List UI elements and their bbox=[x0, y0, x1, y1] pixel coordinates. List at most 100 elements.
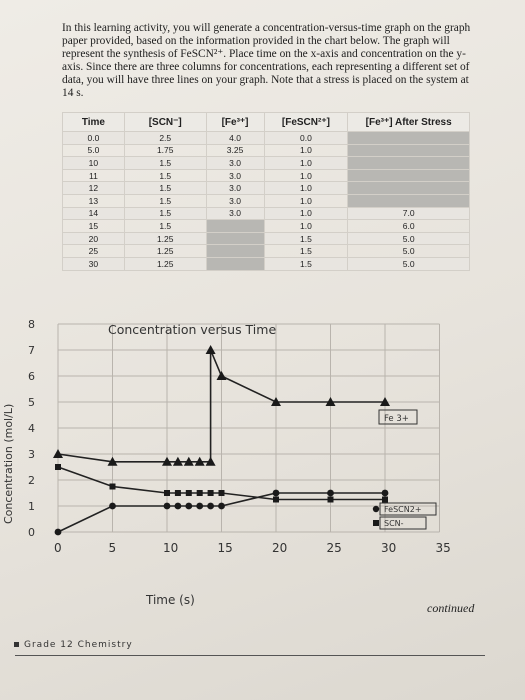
table-header-cell: [SCN⁻] bbox=[123, 112, 207, 132]
data-point bbox=[185, 490, 192, 496]
table-cell bbox=[347, 131, 470, 145]
x-tick-label: 35 bbox=[436, 541, 451, 555]
table-row: 25 1.25 1.5 5.0 bbox=[62, 244, 470, 258]
x-tick-label: 20 bbox=[272, 541, 287, 555]
table-cell: 1.0 bbox=[263, 193, 349, 208]
data-point bbox=[172, 456, 183, 466]
table-row: 0.0 2.5 4.0 0.0 bbox=[62, 131, 470, 145]
data-point bbox=[205, 345, 216, 354]
footer: Grade 12 Chemistry bbox=[14, 640, 133, 650]
data-point bbox=[381, 489, 389, 497]
table-cell: 1.5 bbox=[123, 219, 207, 233]
data-series bbox=[53, 345, 390, 536]
table-cell: 3.25 bbox=[205, 143, 265, 158]
table-row: 5.0 1.75 3.25 1.0 bbox=[62, 143, 470, 158]
table-cell: 12 bbox=[62, 181, 125, 195]
data-point bbox=[162, 456, 172, 466]
y-tick-label: 7 bbox=[28, 344, 35, 357]
y-tick-label: 5 bbox=[28, 396, 35, 409]
table-cell: 1.5 bbox=[123, 193, 207, 208]
table-cell: 1.0 bbox=[263, 219, 349, 233]
x-axis-label: Time (s) bbox=[145, 593, 195, 607]
table-cell: 3.0 bbox=[205, 193, 265, 208]
table-header-cell: [Fe³⁺] bbox=[205, 112, 265, 132]
table-header-cell: [Fe³⁺] After Stress bbox=[347, 112, 470, 132]
data-point bbox=[107, 456, 118, 466]
table-row: 20 1.25 1.5 5.0 bbox=[62, 231, 470, 246]
graph-title: Concentration versus Time bbox=[108, 322, 276, 337]
table-cell: 5.0 bbox=[347, 256, 470, 271]
table-cell: 1.25 bbox=[123, 244, 207, 258]
table-cell: 1.5 bbox=[123, 206, 207, 221]
table-cell: 1.5 bbox=[123, 168, 207, 183]
footer-label: Grade 12 Chemistry bbox=[24, 640, 133, 650]
table-cell: 1.5 bbox=[123, 181, 207, 195]
table-cell bbox=[347, 193, 470, 208]
data-point bbox=[216, 371, 227, 380]
table-row: 11 1.5 3.0 1.0 bbox=[62, 168, 470, 183]
table-cell: 3.0 bbox=[205, 168, 265, 183]
y-tick-label: 2 bbox=[28, 474, 35, 487]
table-cell: 1.0 bbox=[263, 206, 349, 221]
instructions-paragraph: In this learning activity, you will gene… bbox=[62, 22, 471, 99]
table-cell: 1.5 bbox=[123, 156, 207, 170]
data-point bbox=[174, 490, 181, 496]
y-tick-label: 0 bbox=[28, 526, 35, 539]
data-point bbox=[53, 449, 63, 458]
table-header-row: Time [SCN⁻] [Fe³⁺] [FeSCN²⁺] [Fe³⁺] After St… bbox=[62, 112, 470, 132]
table-cell: 13 bbox=[62, 193, 125, 208]
table-cell bbox=[205, 219, 265, 233]
data-point bbox=[164, 490, 170, 496]
legend-label-fe: Fe 3+ bbox=[384, 414, 409, 424]
data-point bbox=[109, 483, 116, 490]
y-tick-label: 3 bbox=[28, 448, 35, 461]
table-cell bbox=[347, 168, 470, 183]
table-cell: 1.0 bbox=[263, 168, 349, 183]
data-point bbox=[325, 397, 336, 406]
table-cell: 1.5 bbox=[263, 256, 349, 271]
legend-label-fescn: FeSCN2+ bbox=[384, 505, 422, 514]
table-cell bbox=[205, 244, 265, 258]
data-point bbox=[55, 464, 61, 470]
table-cell: 14 bbox=[62, 206, 125, 221]
table-cell: 1.5 bbox=[263, 244, 349, 258]
table-cell bbox=[205, 231, 265, 246]
x-tick-label: 5 bbox=[109, 541, 117, 555]
data-point bbox=[273, 496, 279, 503]
table-cell: 0.0 bbox=[263, 131, 349, 145]
data-point bbox=[207, 502, 215, 510]
table-cell: 5.0 bbox=[62, 143, 125, 158]
data-point bbox=[382, 496, 388, 503]
legend-box-scn bbox=[379, 516, 427, 530]
table-row: 10 1.5 3.0 1.0 bbox=[62, 156, 470, 170]
x-tick-label: 25 bbox=[327, 541, 342, 555]
data-point bbox=[271, 397, 281, 406]
legend-marker-fescn bbox=[372, 505, 380, 513]
legend-marker-scn bbox=[373, 520, 379, 526]
data-point bbox=[163, 502, 171, 510]
data-point bbox=[218, 502, 225, 510]
continued-label: continued bbox=[427, 601, 475, 615]
table-cell bbox=[347, 143, 470, 158]
axis-ticks: 0 5 10 15 20 25 30 35 0 1 2 3 4 5 6 7 8 bbox=[28, 318, 451, 555]
table-row: 30 1.25 1.5 5.0 bbox=[62, 256, 470, 271]
legend-label-scn: SCN- bbox=[384, 519, 404, 528]
x-tick-label: 10 bbox=[163, 541, 178, 555]
table-cell: 20 bbox=[62, 231, 125, 246]
table-cell: 3.0 bbox=[205, 156, 265, 170]
table-cell: 1.0 bbox=[263, 181, 349, 195]
data-point bbox=[205, 456, 216, 466]
table-cell: 3.0 bbox=[205, 206, 265, 221]
table-cell: 7.0 bbox=[347, 206, 470, 221]
data-point bbox=[380, 397, 390, 406]
table-cell: 30 bbox=[62, 256, 125, 271]
table-row: 12 1.5 3.0 1.0 bbox=[62, 181, 470, 195]
x-tick-label: 0 bbox=[54, 541, 62, 555]
data-point bbox=[327, 496, 334, 503]
table-body: 0.0 2.5 4.0 0.0 5.0 1.75 3.25 1.0 10 1.5 3.0 1.0 11 1… bbox=[62, 131, 470, 271]
table-cell: 0.0 bbox=[62, 131, 125, 145]
table-header-cell: [FeSCN²⁺] bbox=[263, 112, 349, 132]
legend-box-fescn bbox=[379, 502, 437, 516]
legend-box-fe bbox=[378, 409, 418, 425]
